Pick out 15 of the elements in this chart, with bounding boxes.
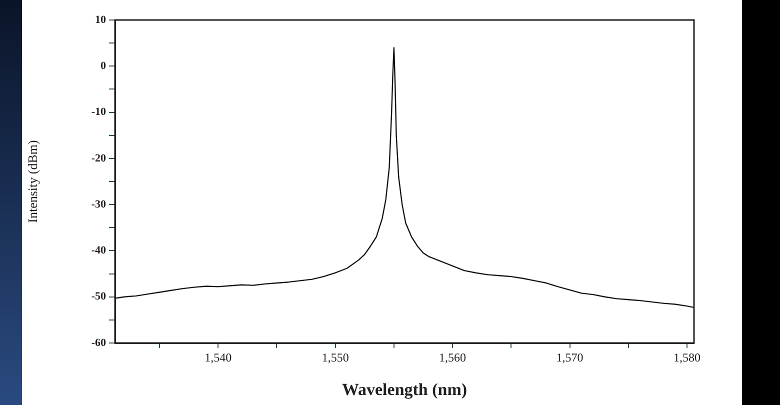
x-tick-label: 1,570	[556, 350, 584, 364]
x-tick-label: 1,580	[673, 350, 700, 364]
y-tick-label: 0	[100, 60, 106, 72]
x-tick-label: 1,550	[322, 350, 349, 364]
y-tick-label: 10	[95, 14, 106, 26]
y-tick-label: -30	[91, 198, 106, 210]
x-tick-label: 1,560	[439, 350, 466, 364]
x-axis-title: Wavelength (nm)	[342, 380, 468, 400]
y-tick-label: -40	[91, 244, 106, 257]
y-axis-title: Intensity (dBm)	[25, 140, 40, 223]
x-tick-label: 1,540	[204, 350, 232, 364]
y-tick-label: -60	[91, 336, 106, 349]
y-tick-label: -20	[91, 152, 106, 164]
y-tick-label: -50	[91, 290, 106, 303]
y-tick-label: -10	[91, 106, 106, 118]
